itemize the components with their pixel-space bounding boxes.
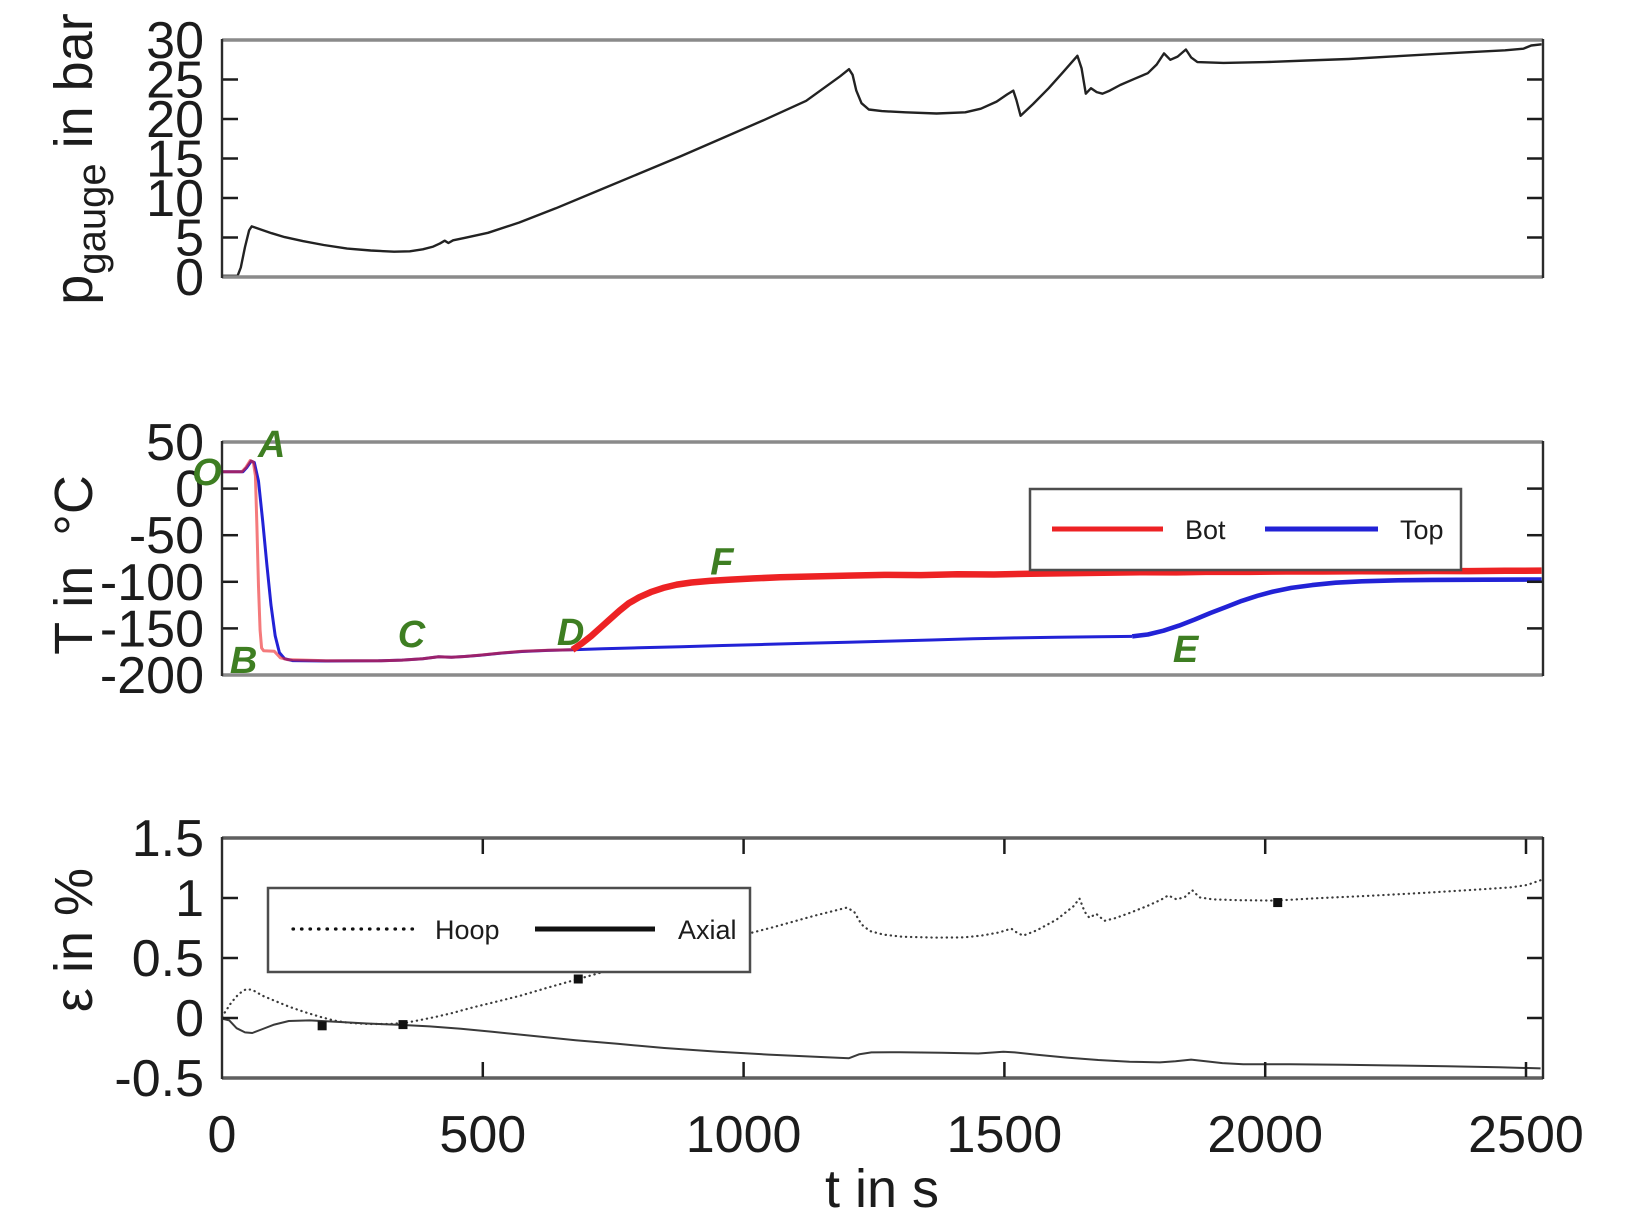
pressure-ylabel-subscript: gauge — [70, 163, 114, 274]
y-tick-label: -150 — [100, 600, 204, 658]
y-tick-label: 0 — [175, 249, 204, 307]
point-label-B: B — [230, 640, 257, 682]
temperature-legend: Bot Top — [1028, 487, 1463, 572]
x-tick-label: 500 — [439, 1106, 526, 1164]
strain-plot: 1.510.50-0.50 500 1000 1500 2000 2500 — [114, 810, 1583, 1164]
x-tick-label: 2000 — [1207, 1106, 1323, 1164]
point-label-A: A — [257, 424, 285, 466]
x-tick-label: 1500 — [947, 1106, 1063, 1164]
y-tick-label: -0.5 — [114, 1050, 204, 1108]
y-tick-label: 5 — [175, 210, 204, 268]
pressure-y-axis-label: pgauge in bar — [44, 13, 114, 304]
y-tick-label: 1.5 — [132, 810, 204, 868]
hoop-legend-label: Hoop — [435, 915, 500, 945]
bot-legend-label: Bot — [1185, 515, 1226, 545]
y-tick-label: -100 — [100, 554, 204, 612]
point-label-F: F — [710, 541, 735, 583]
data-marker — [317, 1021, 327, 1031]
temperature-y-axis-label: T in °C — [44, 475, 104, 655]
strain-legend-box — [266, 886, 752, 974]
y-tick-label: 50 — [146, 414, 204, 472]
series-bot-line — [570, 567, 1542, 653]
x-tick-label: 2500 — [1468, 1106, 1584, 1164]
y-tick-label: -50 — [129, 507, 204, 565]
point-label-C: C — [398, 614, 426, 656]
series-top-line — [1131, 577, 1542, 639]
series-bot-line — [222, 459, 573, 663]
axial-legend-label: Axial — [678, 915, 737, 945]
top-legend-label: Top — [1400, 515, 1444, 545]
series-axial-line — [221, 1017, 1541, 1070]
y-tick-label: -200 — [100, 647, 204, 705]
strain-legend: Hoop Axial — [266, 886, 752, 974]
y-tick-label: 10 — [146, 170, 204, 228]
pressure-ylabel-main: p — [44, 275, 104, 305]
y-tick-label: 15 — [146, 131, 204, 189]
x-tick-label: 0 — [208, 1106, 237, 1164]
y-tick-label: 20 — [146, 91, 204, 149]
data-marker — [1273, 898, 1283, 908]
point-label-O: O — [192, 452, 222, 494]
data-marker — [398, 1020, 408, 1030]
y-tick-label: 1 — [175, 870, 204, 928]
point-label-D: D — [557, 612, 584, 654]
y-tick-label: 30 — [146, 12, 204, 70]
temperature-plot: 500-50-100-150-200 OA B C D E F — [100, 414, 1545, 705]
data-marker — [573, 974, 583, 984]
pressure-ylabel-rest: in bar — [44, 13, 104, 163]
y-tick-label: 0.5 — [132, 930, 204, 988]
strain-y-axis-label: ε in % — [44, 868, 104, 1012]
x-tick-label: 1000 — [686, 1106, 802, 1164]
x-axis-label: t in s — [825, 1159, 939, 1219]
series-pgauge-line — [222, 43, 1542, 277]
point-label-E: E — [1173, 629, 1200, 671]
y-tick-label: 25 — [146, 52, 204, 110]
y-tick-label: 0 — [175, 990, 204, 1048]
series-top-line — [222, 459, 1133, 663]
y-tick-label: 0 — [175, 461, 204, 519]
